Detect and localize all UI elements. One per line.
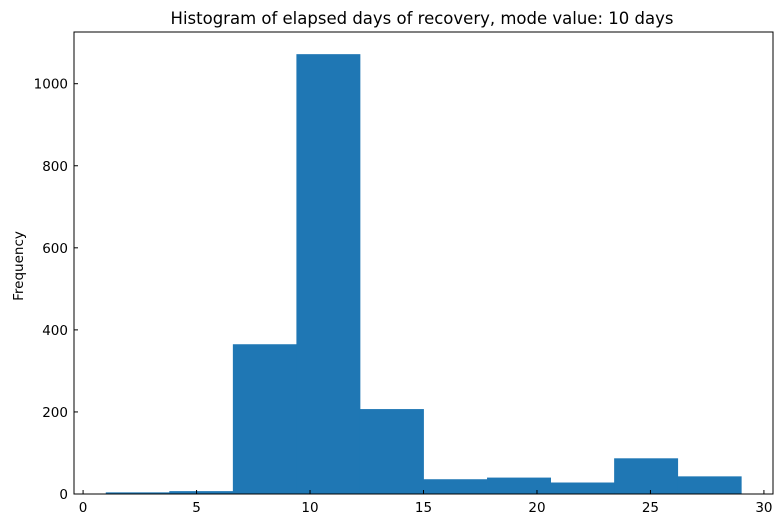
histogram-bar <box>232 344 297 494</box>
y-tick-label: 400 <box>42 323 68 339</box>
histogram-bar <box>105 492 170 494</box>
x-axis-ticks: 0 5 10 15 20 25 30 <box>79 490 773 516</box>
x-tick-label: 20 <box>528 500 545 516</box>
x-tick-label: 0 <box>79 500 88 516</box>
x-tick-label: 30 <box>755 500 772 516</box>
x-tick-label: 15 <box>415 500 432 516</box>
y-tick-label: 200 <box>42 405 68 421</box>
y-axis-label: Frequency <box>11 231 27 301</box>
x-tick-label: 10 <box>301 500 318 516</box>
histogram-bar <box>550 482 615 494</box>
x-tick-label: 25 <box>642 500 659 516</box>
histogram-bar <box>359 409 424 494</box>
y-axis-ticks: 0 200 400 600 800 1000 <box>34 77 78 503</box>
histogram-bar <box>487 477 551 494</box>
plot-frame <box>73 31 774 495</box>
chart-title: Histogram of elapsed days of recovery, m… <box>171 9 674 28</box>
histogram-bar <box>677 476 742 494</box>
x-tick-label: 5 <box>192 500 201 516</box>
bars-group <box>105 54 742 494</box>
histogram-bar <box>169 491 234 494</box>
y-tick-label: 0 <box>59 487 68 503</box>
histogram-bar <box>614 458 679 494</box>
histogram-bar <box>296 54 361 494</box>
y-tick-label: 800 <box>42 159 68 175</box>
y-tick-label: 1000 <box>34 77 68 93</box>
y-tick-label: 600 <box>42 241 68 257</box>
histogram-bar <box>423 479 488 494</box>
